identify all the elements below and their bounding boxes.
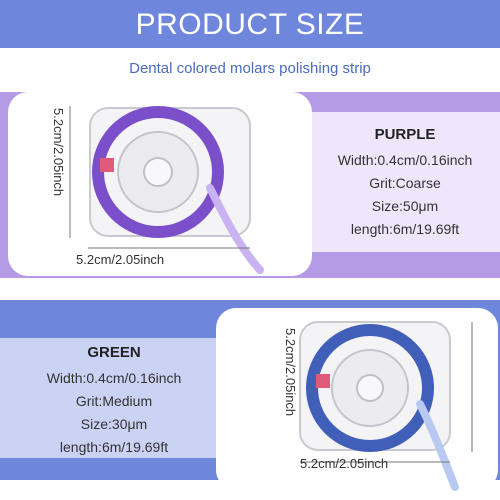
green-dispenser-image (299, 321, 473, 491)
purple-dimension-horizontal: 5.2cm/2.05inch (76, 252, 165, 267)
purple-dimension-vertical: 5.2cm/2.05inch (51, 108, 66, 197)
purple-specs: PURPLE Width:0.4cm/0.16inch Grit:Coarse … (312, 126, 498, 241)
tape-roll (92, 106, 224, 238)
green-specs: GREEN Width:0.4cm/0.16inch Grit:Medium S… (14, 344, 214, 459)
purple-color-name: PURPLE (374, 126, 436, 143)
purple-grit: Grit:Coarse (369, 175, 441, 191)
purple-size: Size:50μm (371, 198, 439, 214)
green-spec-stripe (0, 338, 230, 458)
green-size: Size:30μm (80, 416, 148, 432)
green-grit: Grit:Medium (75, 393, 153, 409)
green-width: Width:0.4cm/0.16inch (46, 370, 182, 386)
tape-roll (306, 324, 434, 452)
page-subtitle: Dental colored molars polishing strip (129, 60, 371, 77)
strip-tail (206, 184, 264, 274)
purple-width: Width:0.4cm/0.16inch (337, 152, 473, 168)
green-color-name: GREEN (87, 344, 141, 361)
cutter-tab (100, 158, 114, 172)
purple-dispenser-image (69, 106, 264, 274)
green-dimension-horizontal: 5.2cm/2.05inch (300, 456, 389, 471)
page-title: PRODUCT SIZE (135, 8, 365, 41)
reel-center (143, 157, 173, 187)
purple-length: length:6m/19.69ft (350, 221, 460, 237)
reel-center (356, 374, 384, 402)
green-dimension-vertical: 5.2cm/2.05inch (283, 328, 298, 417)
green-length: length:6m/19.69ft (59, 439, 169, 455)
strip-tail (416, 400, 459, 491)
header-banner: PRODUCT SIZE (0, 0, 500, 48)
cutter-tab (316, 374, 330, 388)
purple-spec-stripe (300, 112, 500, 252)
